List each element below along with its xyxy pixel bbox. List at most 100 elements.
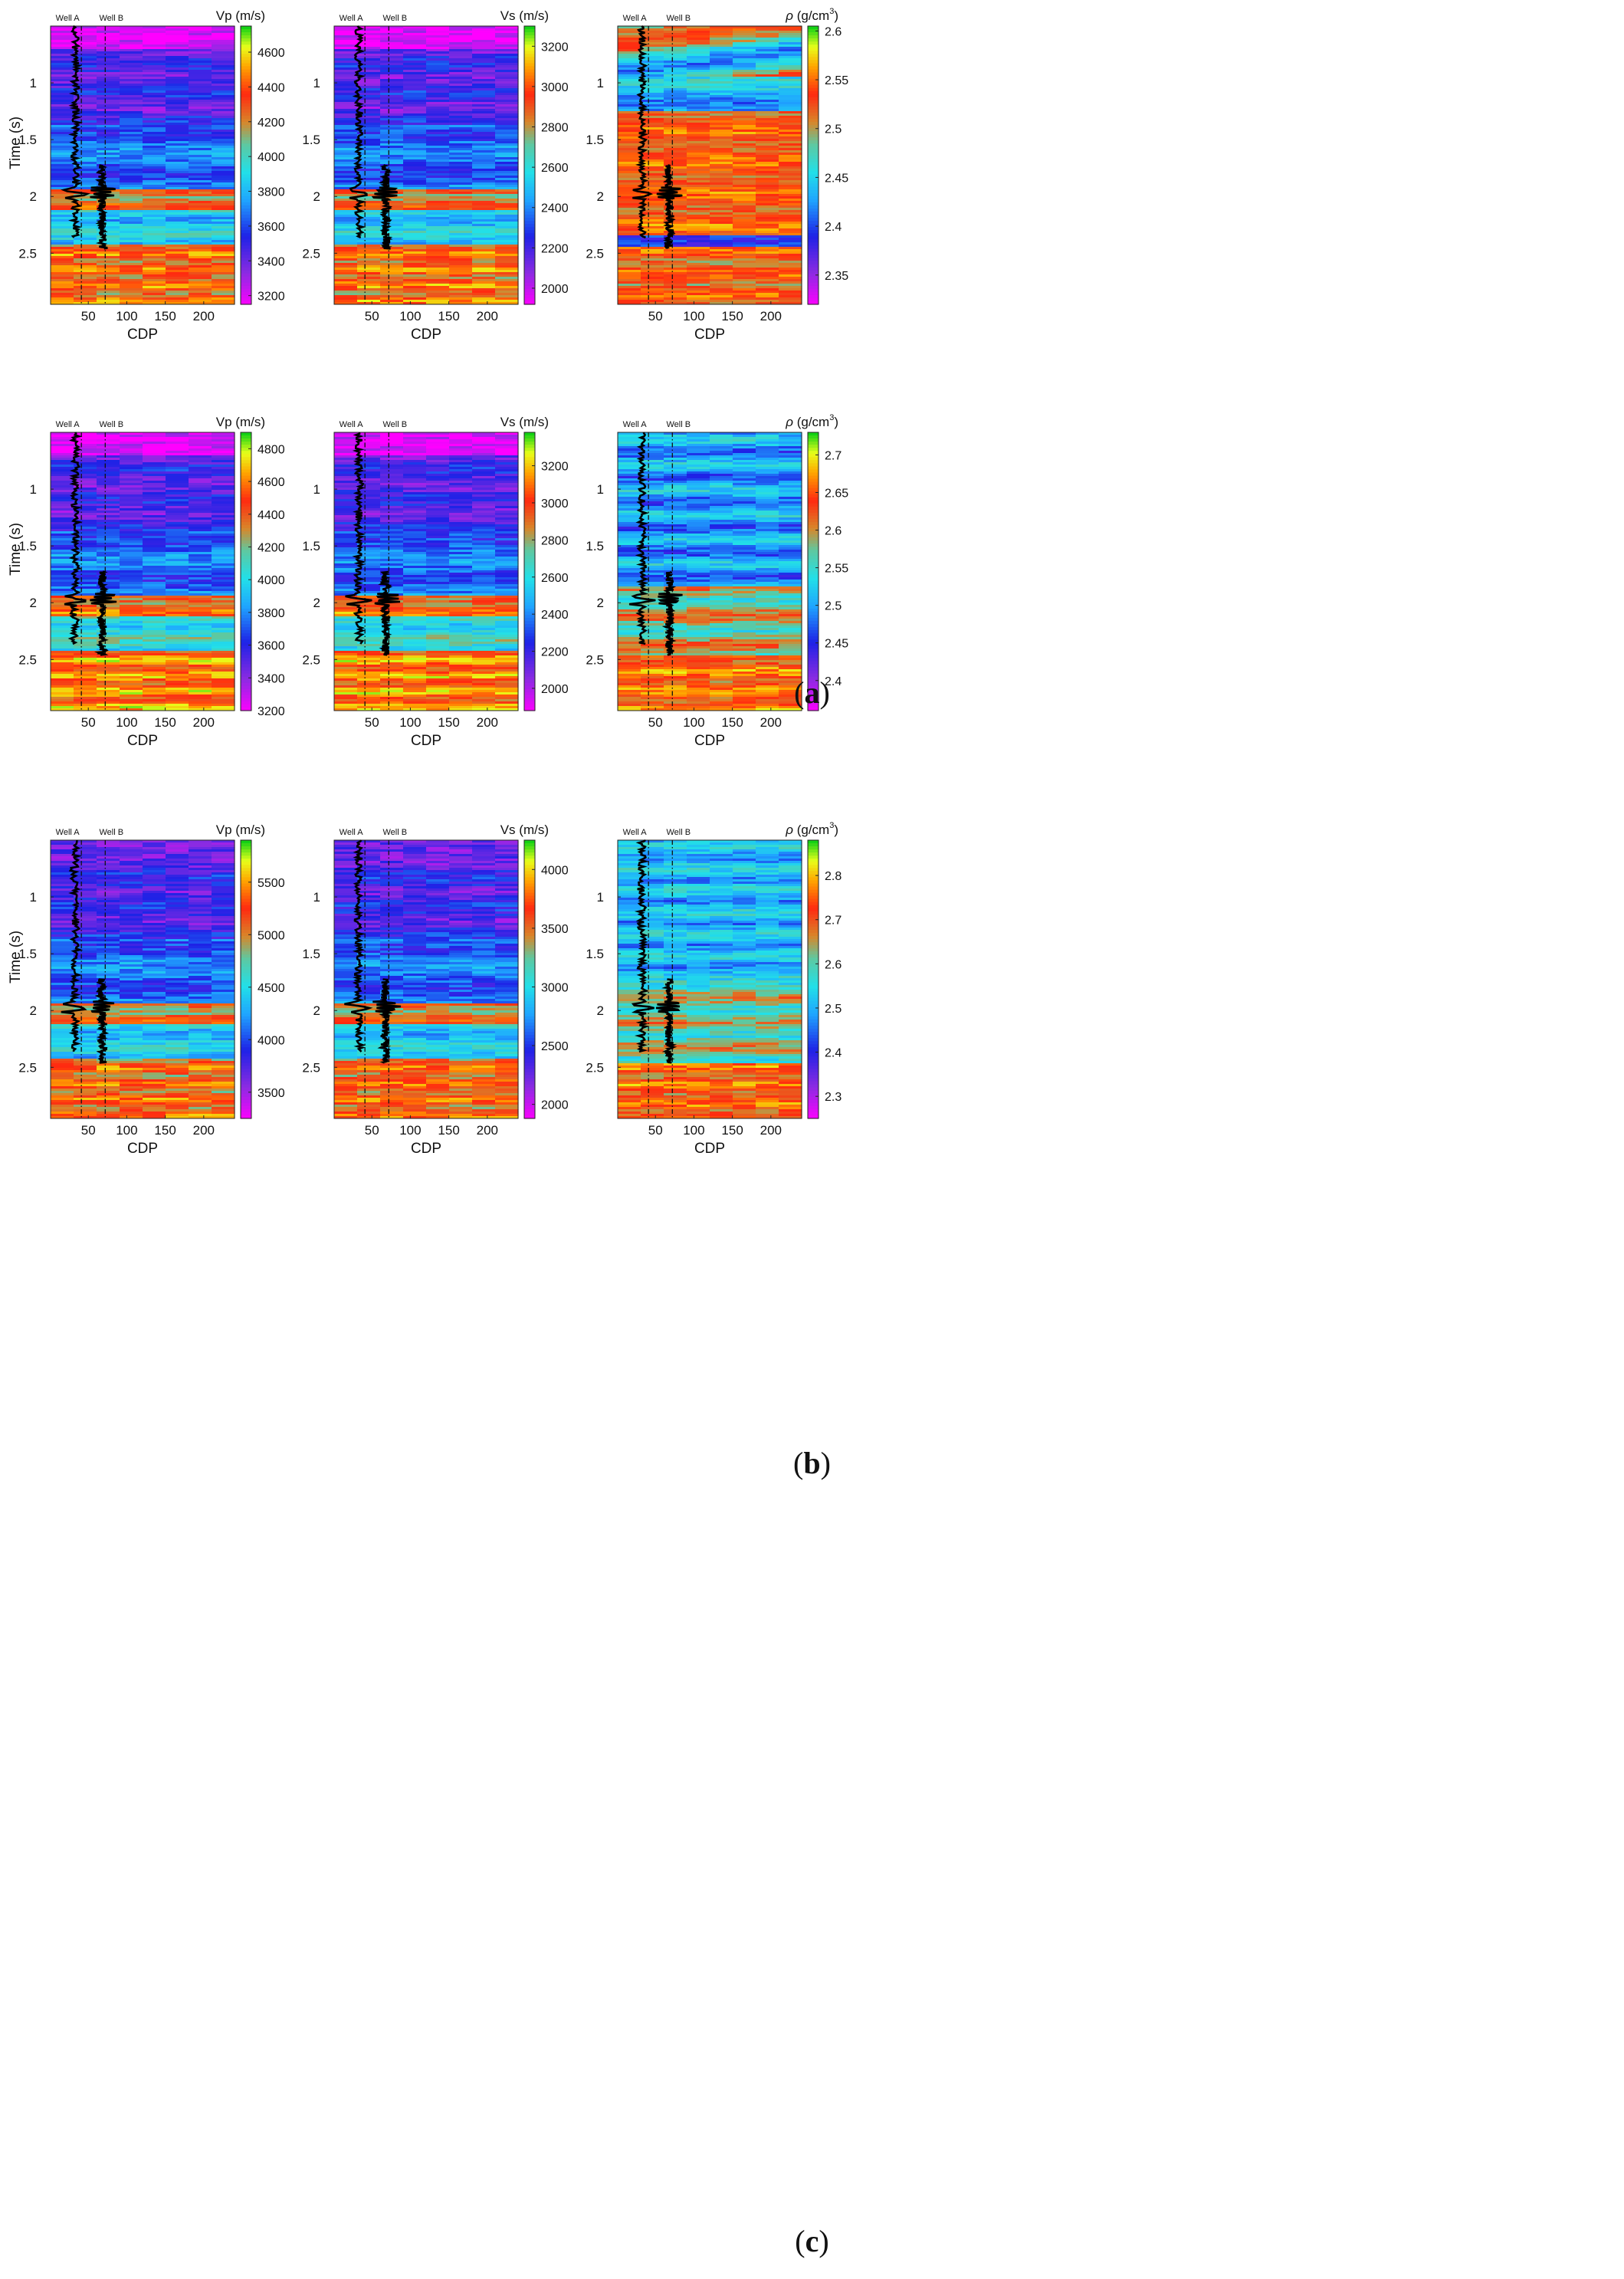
heatmap-cell bbox=[403, 208, 427, 210]
heatmap-cell bbox=[687, 284, 710, 286]
heatmap-cell bbox=[426, 113, 450, 116]
colorbar-segment bbox=[241, 639, 251, 643]
colorbar-segment bbox=[524, 156, 535, 159]
heatmap-cell bbox=[189, 42, 212, 44]
heatmap-cell bbox=[495, 67, 519, 70]
heatmap-cell bbox=[495, 54, 519, 56]
well-a-label: Well A bbox=[56, 14, 80, 23]
heatmap-cell bbox=[664, 90, 687, 93]
heatmap-cell bbox=[779, 132, 802, 134]
colorbar-segment bbox=[808, 264, 819, 268]
heatmap-cell bbox=[618, 74, 641, 77]
heatmap-cell bbox=[618, 132, 641, 134]
heatmap-cell bbox=[710, 47, 733, 49]
colorbar-segment bbox=[808, 230, 819, 234]
colorbar-segment bbox=[808, 110, 819, 113]
heatmap-cell bbox=[687, 33, 710, 35]
heatmap-cell bbox=[143, 476, 166, 478]
colorbar-segment bbox=[524, 230, 535, 234]
heatmap-cell bbox=[403, 453, 427, 455]
heatmap-cell bbox=[212, 132, 235, 134]
colorbar-segment bbox=[808, 140, 819, 144]
heatmap-cell bbox=[212, 513, 235, 515]
heatmap-cell bbox=[403, 111, 427, 113]
heatmap-cell bbox=[97, 547, 120, 550]
heatmap-cell bbox=[334, 28, 358, 31]
heatmap-cell bbox=[189, 150, 212, 153]
heatmap-cell bbox=[51, 538, 74, 540]
heatmap-cell bbox=[189, 219, 212, 222]
heatmap-cell bbox=[733, 143, 756, 146]
heatmap-cell bbox=[495, 226, 519, 228]
heatmap-cell bbox=[426, 63, 450, 65]
heatmap-cell bbox=[618, 219, 641, 222]
heatmap-cell bbox=[756, 104, 779, 107]
colorbar-segment bbox=[241, 442, 251, 445]
heatmap-cell bbox=[618, 205, 641, 208]
colorbar-segment bbox=[241, 63, 251, 67]
heatmap-cell bbox=[472, 205, 496, 208]
heatmap-cell bbox=[334, 146, 358, 148]
heatmap-cell bbox=[733, 88, 756, 90]
heatmap-cell bbox=[189, 49, 212, 51]
heatmap-cell bbox=[618, 256, 641, 258]
heatmap-cell bbox=[334, 245, 358, 247]
heatmap-cell bbox=[756, 44, 779, 47]
heatmap-cell bbox=[426, 272, 450, 274]
heatmap-cell bbox=[779, 123, 802, 125]
heatmap-cell bbox=[403, 72, 427, 74]
heatmap-cell bbox=[426, 182, 450, 185]
heatmap-cell bbox=[733, 67, 756, 70]
heatmap-cell bbox=[426, 485, 450, 488]
heatmap-cell bbox=[687, 136, 710, 139]
heatmap-cell bbox=[189, 210, 212, 212]
heatmap-cell bbox=[74, 653, 97, 655]
heatmap-cell bbox=[143, 619, 166, 621]
heatmap-cell bbox=[189, 448, 212, 451]
colorbar-tick-label: 4400 bbox=[258, 509, 285, 522]
heatmap-cell bbox=[779, 270, 802, 272]
heatmap-cell bbox=[120, 146, 143, 148]
heatmap-cell bbox=[143, 224, 166, 226]
heatmap-cell bbox=[120, 538, 143, 540]
heatmap-cell bbox=[495, 58, 519, 61]
heatmap-cell bbox=[472, 169, 496, 171]
heatmap-cell bbox=[51, 33, 74, 35]
heatmap-cell bbox=[120, 508, 143, 511]
colorbar-segment bbox=[808, 221, 819, 225]
heatmap-cell bbox=[618, 231, 641, 233]
x-tick-label: 100 bbox=[116, 309, 137, 323]
heatmap-cell bbox=[212, 63, 235, 65]
heatmap-cell bbox=[426, 86, 450, 88]
heatmap-cell bbox=[189, 444, 212, 446]
heatmap-cell bbox=[779, 127, 802, 130]
heatmap-cell bbox=[756, 58, 779, 61]
heatmap-cell bbox=[710, 162, 733, 164]
heatmap-cell bbox=[495, 478, 519, 481]
heatmap-cell bbox=[51, 630, 74, 632]
heatmap-cell bbox=[120, 531, 143, 534]
heatmap-cell bbox=[472, 44, 496, 47]
heatmap-cell bbox=[495, 199, 519, 201]
heatmap-cell bbox=[664, 28, 687, 31]
heatmap-cell bbox=[166, 187, 189, 189]
colorbar-segment bbox=[241, 494, 251, 498]
heatmap-cell bbox=[779, 72, 802, 74]
heatmap-cell bbox=[426, 284, 450, 286]
heatmap-cell bbox=[449, 136, 473, 139]
heatmap-cell bbox=[641, 261, 664, 263]
colorbar-segment bbox=[808, 292, 819, 296]
heatmap-cell bbox=[51, 570, 74, 573]
heatmap-cell bbox=[756, 141, 779, 143]
heatmap-cell bbox=[51, 65, 74, 67]
heatmap-cell bbox=[74, 665, 97, 667]
heatmap-cell bbox=[403, 70, 427, 72]
heatmap-cell bbox=[472, 258, 496, 261]
colorbar-segment bbox=[524, 76, 535, 80]
heatmap-cell bbox=[334, 233, 358, 235]
heatmap-cell bbox=[166, 219, 189, 222]
heatmap-cell bbox=[189, 515, 212, 517]
heatmap-cell bbox=[472, 217, 496, 219]
heatmap-cell bbox=[449, 462, 473, 465]
heatmap-cell bbox=[74, 524, 97, 527]
